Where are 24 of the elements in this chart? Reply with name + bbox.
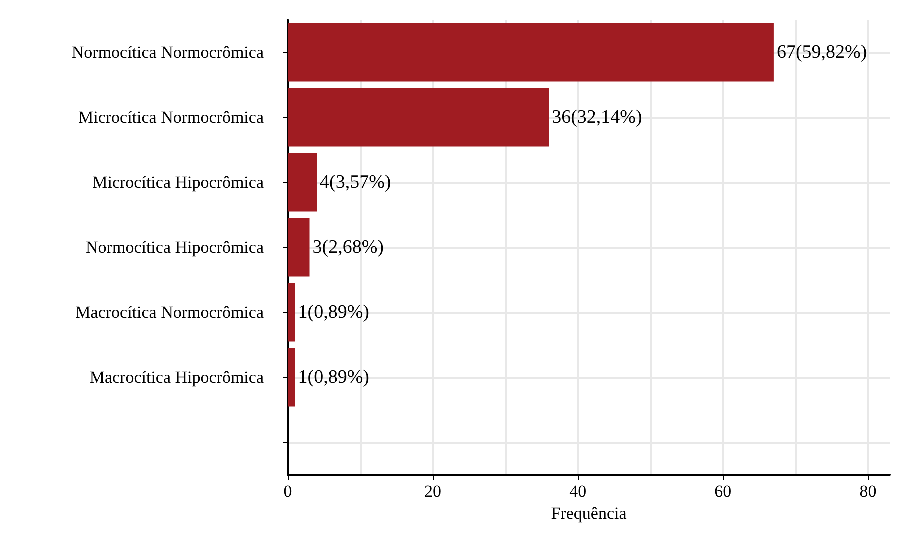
bar — [288, 283, 296, 342]
x-axis-title: Frequência — [551, 504, 628, 523]
data-label: 4(3,57%) — [320, 172, 392, 193]
y-tick-label: Macrocítica Normocrômica — [76, 303, 264, 322]
x-tick-label: 80 — [860, 482, 877, 501]
y-tick-label: Microcítica Hipocrômica — [92, 173, 264, 192]
bar — [288, 23, 774, 82]
data-label: 1(0,89%) — [298, 302, 370, 323]
y-tick-label: Microcítica Normocrômica — [78, 108, 264, 127]
x-tick-label: 0 — [284, 482, 292, 501]
y-tick-label: Normocítica Hipocrômica — [86, 238, 264, 257]
x-tick-label: 40 — [570, 482, 587, 501]
y-tick-label: Macrocítica Hipocrômica — [90, 368, 264, 387]
y-tick-label: Normocítica Normocrômica — [72, 43, 264, 62]
x-tick-label: 20 — [424, 482, 442, 501]
x-tick-label: 60 — [714, 482, 732, 501]
bar — [288, 348, 296, 407]
data-label: 67(59,82%) — [776, 42, 868, 63]
data-label: 3(2,68%) — [312, 237, 384, 258]
data-label: 1(0,89%) — [298, 367, 370, 388]
bar — [288, 218, 310, 277]
data-label: 36(32,14%) — [552, 107, 642, 128]
bar — [288, 88, 550, 147]
bar — [288, 153, 318, 212]
